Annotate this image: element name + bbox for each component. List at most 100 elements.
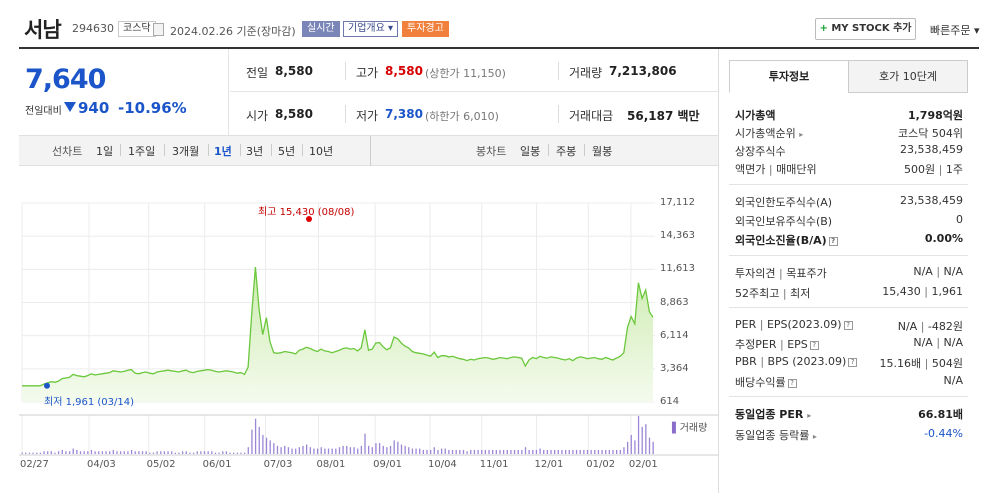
volume-bar [185,451,187,454]
volume-bar [477,449,479,454]
volume-bar [156,451,158,454]
volume-bar [528,449,530,454]
candle-monthly[interactable]: 월봉 [592,145,613,158]
price-change: 940 [78,99,110,117]
candle-daily[interactable]: 일봉 [520,145,541,158]
volume-bar [149,452,151,454]
volume-bar [557,449,559,454]
volume-bar [608,449,611,454]
volume-bar [652,441,654,454]
volume-bar [309,447,311,454]
section-divider [729,396,968,397]
volume-bar [32,452,34,454]
volume-bar [440,448,443,454]
help-icon[interactable]: ? [787,378,797,388]
panel-divider [718,49,719,493]
period-5y[interactable]: 5년 [278,145,296,158]
candle-weekly[interactable]: 주봉 [556,145,577,158]
chevron-right-icon: ▸ [807,411,812,420]
volume-bar [178,452,180,454]
volume-legend-label: 거래량 [679,423,708,434]
volume-bar [160,451,162,454]
period-10y[interactable]: 10년 [309,145,334,158]
volume-bar [360,445,363,454]
divider [240,144,241,156]
add-mystock-button[interactable]: + MY STOCK 추가 [815,18,916,40]
volume-bar [28,452,31,454]
volume-bar [68,451,71,454]
volume-bar [87,451,89,454]
help-icon[interactable]: ? [809,340,819,350]
volume-bar [382,445,384,454]
volume-bar [21,452,23,454]
volume-bar [626,441,629,454]
industry-per-label[interactable]: 동일업종 PER ▸ [735,408,812,421]
x-tick-label: 04/03 [86,459,116,470]
volume-bar [25,452,27,454]
volume-bar [411,448,414,454]
volume-bar [346,445,348,454]
volume-bar [112,449,114,454]
volume-bar [94,451,96,454]
market-cap-rank-label[interactable]: 시가총액순위 ▸ [735,127,804,140]
foreign-hold-label: 외국인보유주식수(B) [735,215,833,228]
volume-bar [419,448,421,454]
volume-bar [430,449,432,454]
quick-order-button[interactable]: 빠른주문 ▾ [930,24,980,37]
dividend-value: N/A [943,374,963,387]
volume-bar [524,447,527,454]
volume-bar [459,449,461,454]
industry-per-value: 66.81배 [918,408,963,421]
period-3y[interactable]: 3년 [246,145,264,158]
industry-rate-label[interactable]: 동일업종 등락률 ▸ [735,429,817,442]
tab-orderbook[interactable]: 호가 10단계 [848,60,968,93]
amount-label: 거래대금 [569,109,614,123]
volume-bar [295,448,297,454]
amount-value: 56,187 백만 [627,109,700,123]
volume-bar [98,451,100,454]
volume-bar [167,451,169,454]
quote-divider [230,91,718,92]
period-1y[interactable]: 1년 [214,145,232,158]
y-tick-label: 14,363 [660,230,695,242]
volume-bar [492,449,494,454]
help-icon[interactable]: ? [828,236,838,246]
y-tick-label: 8,863 [660,296,689,308]
tab-invest-info[interactable]: 투자정보 [729,60,849,93]
x-tick-label: 12/01 [534,459,564,470]
volume-bar [141,451,144,454]
volume-bar [287,447,290,454]
help-icon[interactable]: ? [843,320,853,330]
volume-bar [324,448,326,454]
volume-bar [470,449,472,454]
volume-bar [331,448,333,454]
realtime-button[interactable]: 실시간 [302,21,340,37]
x-tick-label: 09/01 [373,459,402,470]
price-chart[interactable] [19,190,718,470]
volume-bar [393,440,395,454]
volume-bar [109,451,111,454]
help-icon[interactable]: ? [848,357,858,367]
dividend-label: 배당수익률? [735,374,797,390]
opinion-value: N/A | N/A [913,265,963,278]
volume-bar [568,449,570,454]
company-overview-dropdown[interactable]: 기업개요 ▾ [343,21,398,37]
est-per-label: 추정PER | EPS? [735,336,819,352]
volume-bar [422,449,425,454]
volume-bar [302,445,304,454]
volume-bar [539,448,541,454]
period-1w[interactable]: 1주일 [128,145,156,158]
add-mystock-label: MY STOCK 추가 [831,23,912,34]
period-1d[interactable]: 1일 [96,145,114,158]
volume-bar [601,449,603,454]
volume-bar [605,449,607,454]
volume-bar [207,451,209,454]
volume-bar [254,418,257,454]
section-divider [729,255,968,256]
candle-chart-label: 봉차트 [476,145,507,158]
chevron-right-icon: ▸ [799,130,804,139]
period-3m[interactable]: 3개월 [172,145,200,158]
down-arrow-icon [64,102,76,112]
volume-bar [397,441,399,454]
week52-value: 15,430 | 1,961 [882,285,963,298]
